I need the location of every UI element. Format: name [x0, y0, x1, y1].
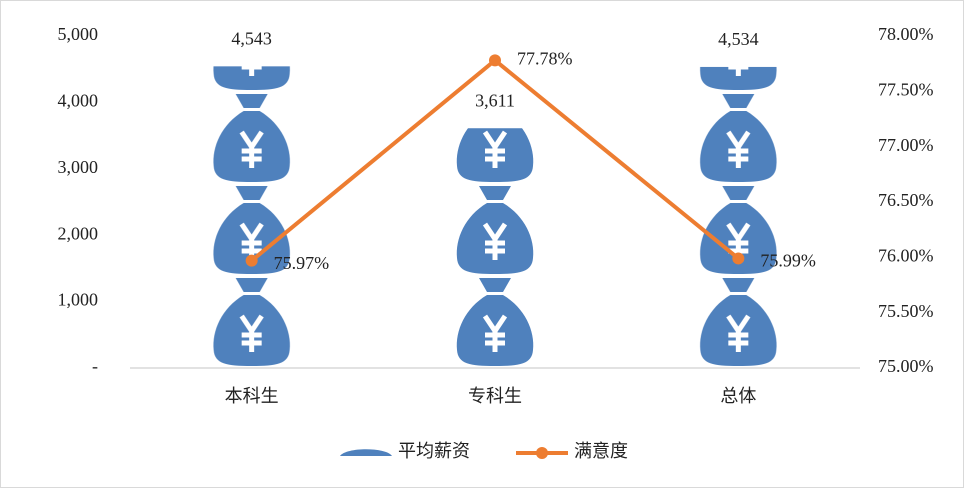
bar-value-label: 4,534	[718, 29, 759, 49]
line-marker	[489, 54, 501, 67]
y2-tick-label: 78.00%	[878, 24, 934, 44]
y-tick-label: 1,000	[58, 290, 99, 310]
bar-value-label: 3,611	[475, 90, 515, 110]
y2-tick-label: 77.50%	[878, 79, 934, 99]
y-tick-label: 2,000	[58, 223, 99, 243]
x-tick-label: 专科生	[468, 386, 522, 406]
line-marker	[732, 252, 745, 265]
x-tick-label: 总体	[720, 386, 756, 406]
y2-tick-label: 75.00%	[878, 356, 934, 376]
bar	[211, 66, 292, 369]
line-value-label: 75.99%	[760, 251, 816, 271]
y2-tick-label: 76.50%	[878, 190, 934, 210]
bar	[455, 128, 535, 368]
y-tick-label: 3,000	[58, 157, 99, 177]
y-tick-label: 4,000	[58, 91, 99, 111]
legend-marker	[536, 447, 548, 459]
y2-tick-label: 75.50%	[878, 301, 934, 321]
legend-swatch	[340, 449, 392, 456]
x-tick-label: 本科生	[225, 386, 279, 406]
y2-tick-label: 76.00%	[878, 245, 934, 265]
bar-value-label: 4,543	[231, 28, 272, 48]
y2-tick-label: 77.00%	[878, 135, 934, 155]
line-value-label: 75.97%	[274, 253, 330, 273]
legend-label: 满意度	[574, 441, 628, 461]
bar	[698, 66, 779, 369]
line-value-label: 77.78%	[517, 48, 573, 68]
line-marker	[245, 254, 258, 267]
legend-item: 满意度	[516, 441, 628, 461]
legend-label: 平均薪资	[398, 441, 470, 461]
y-tick-label: 5,000	[58, 24, 99, 44]
legend-item: 平均薪资	[340, 441, 470, 461]
y-tick-label: -	[92, 356, 98, 376]
